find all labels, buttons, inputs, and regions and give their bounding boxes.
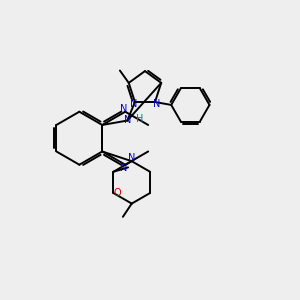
Text: H: H	[136, 114, 143, 124]
Text: N: N	[120, 104, 127, 114]
Text: N: N	[120, 163, 127, 173]
Text: N: N	[128, 153, 135, 163]
Text: N: N	[152, 99, 160, 109]
Text: N: N	[130, 99, 137, 109]
Text: N: N	[124, 115, 132, 125]
Text: O: O	[114, 188, 121, 198]
